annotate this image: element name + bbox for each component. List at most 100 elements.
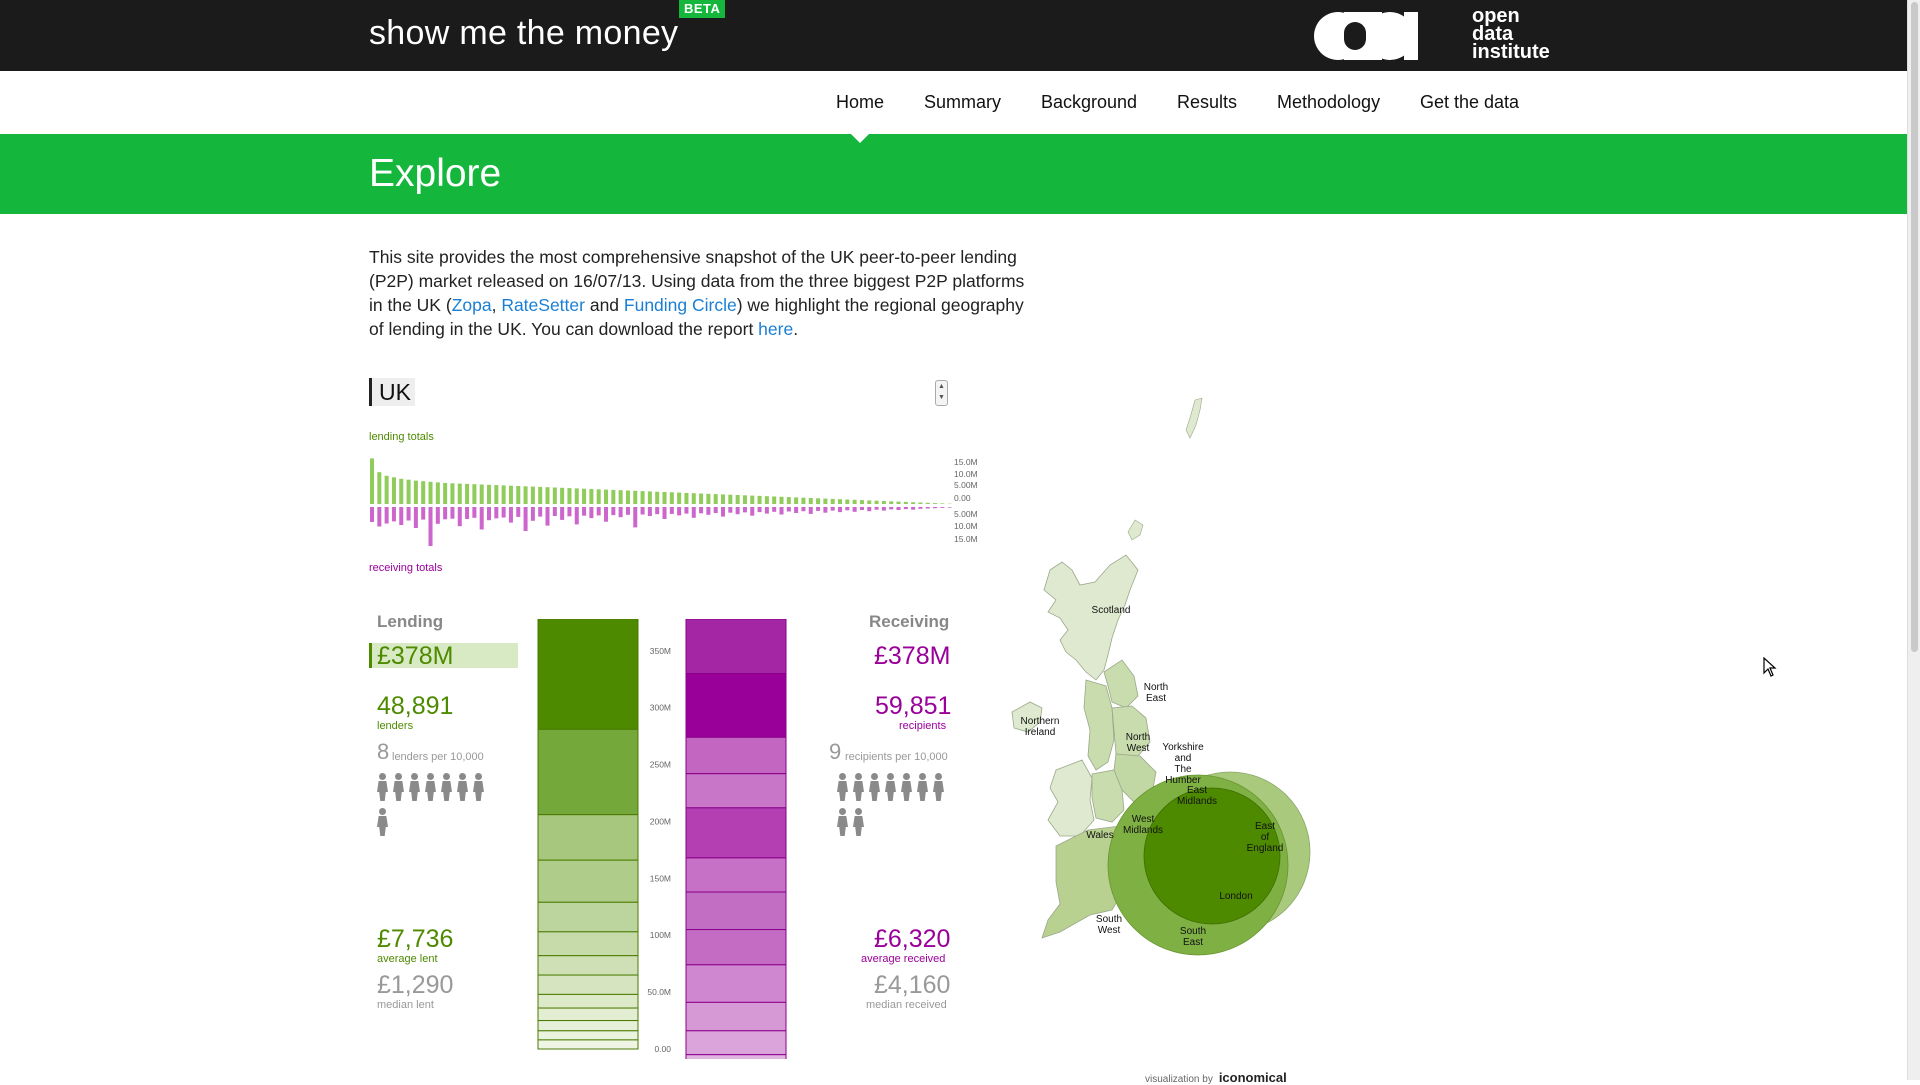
lending-spark-bar[interactable] bbox=[809, 498, 813, 504]
receiving-stack-segment[interactable] bbox=[686, 1055, 786, 1059]
receiving-spark-bar[interactable] bbox=[399, 507, 403, 525]
receiving-spark-bar[interactable] bbox=[860, 507, 864, 510]
receiving-spark-bar[interactable] bbox=[692, 507, 696, 518]
receiving-spark-bar[interactable] bbox=[582, 507, 586, 516]
lending-spark-bar[interactable] bbox=[889, 501, 893, 504]
report-download-link[interactable]: here bbox=[758, 319, 793, 339]
receiving-stack-segment[interactable] bbox=[686, 892, 786, 930]
receiving-spark-bar[interactable] bbox=[918, 507, 922, 509]
receiving-spark-bar[interactable] bbox=[611, 507, 615, 515]
receiving-spark-bar[interactable] bbox=[429, 507, 433, 546]
receiving-spark-bar[interactable] bbox=[911, 507, 915, 510]
lending-stack-segment[interactable] bbox=[538, 1031, 638, 1040]
lending-spark-bar[interactable] bbox=[780, 497, 784, 504]
lending-stack-segment[interactable] bbox=[538, 932, 638, 956]
lending-spark-bar[interactable] bbox=[641, 491, 645, 504]
lending-spark-bar[interactable] bbox=[699, 494, 703, 505]
receiving-spark-bar[interactable] bbox=[765, 507, 769, 514]
zopa-link[interactable]: Zopa bbox=[452, 295, 492, 315]
receiving-spark-bar[interactable] bbox=[494, 507, 498, 518]
receiving-spark-bar[interactable] bbox=[633, 507, 637, 527]
lending-spark-bar[interactable] bbox=[385, 476, 389, 504]
receiving-spark-bar[interactable] bbox=[575, 507, 579, 524]
lending-spark-bar[interactable] bbox=[465, 484, 469, 504]
receiving-spark-bar[interactable] bbox=[560, 507, 564, 520]
receiving-spark-bar[interactable] bbox=[684, 507, 688, 514]
receiving-spark-bar[interactable] bbox=[677, 507, 681, 515]
lending-spark-bar[interactable] bbox=[567, 488, 571, 504]
receiving-spark-bar[interactable] bbox=[758, 507, 762, 512]
lending-spark-bar[interactable] bbox=[414, 481, 418, 504]
lending-spark-bar[interactable] bbox=[772, 497, 776, 505]
receiving-spark-bar[interactable] bbox=[502, 507, 506, 518]
receiving-spark-bar[interactable] bbox=[443, 507, 447, 519]
receiving-spark-bar[interactable] bbox=[553, 507, 557, 516]
lending-spark-bar[interactable] bbox=[706, 494, 710, 504]
lending-spark-bar[interactable] bbox=[677, 493, 681, 504]
region-london[interactable] bbox=[1144, 788, 1280, 924]
receiving-spark-bar[interactable] bbox=[626, 507, 630, 515]
receiving-spark-bar[interactable] bbox=[853, 507, 857, 512]
receiving-stack-segment[interactable] bbox=[686, 774, 786, 808]
lending-spark-bar[interactable] bbox=[933, 503, 937, 504]
lending-spark-bar[interactable] bbox=[604, 490, 608, 504]
receiving-spark-bar[interactable] bbox=[392, 507, 396, 521]
receiving-spark-bar[interactable] bbox=[940, 507, 944, 508]
receiving-spark-bar[interactable] bbox=[845, 507, 849, 510]
lending-spark-bar[interactable] bbox=[597, 489, 601, 504]
page-scrollbar[interactable] bbox=[1907, 0, 1920, 1080]
receiving-spark-bar[interactable] bbox=[706, 507, 710, 515]
lending-spark-bar[interactable] bbox=[502, 485, 506, 504]
receiving-spark-bar[interactable] bbox=[663, 507, 667, 519]
lending-spark-bar[interactable] bbox=[794, 497, 798, 504]
lending-spark-bar[interactable] bbox=[531, 487, 535, 504]
site-title[interactable]: show me the money bbox=[369, 14, 678, 53]
lending-spark-bar[interactable] bbox=[494, 485, 498, 504]
lending-spark-bar[interactable] bbox=[560, 488, 564, 504]
lending-spark-bar[interactable] bbox=[670, 492, 674, 504]
lending-spark-bar[interactable] bbox=[458, 484, 462, 504]
region-wales[interactable] bbox=[1048, 760, 1094, 836]
lending-spark-bar[interactable] bbox=[546, 487, 550, 504]
scrollbar-thumb[interactable] bbox=[1911, 2, 1918, 652]
lending-stack-segment[interactable] bbox=[538, 1021, 638, 1031]
lending-spark-bar[interactable] bbox=[721, 494, 725, 504]
lending-stack-segment[interactable] bbox=[538, 1040, 638, 1049]
lending-stack-segment[interactable] bbox=[538, 815, 638, 861]
lending-spark-bar[interactable] bbox=[487, 485, 491, 504]
lending-stack-segment[interactable] bbox=[538, 729, 638, 814]
receiving-spark-bar[interactable] bbox=[531, 507, 535, 521]
receiving-spark-bar[interactable] bbox=[524, 507, 528, 531]
lending-spark-bar[interactable] bbox=[648, 491, 652, 504]
lending-spark-bar[interactable] bbox=[553, 488, 557, 505]
lending-spark-bar[interactable] bbox=[370, 458, 374, 504]
receiving-stack-segment[interactable] bbox=[686, 1002, 786, 1030]
receiving-stack-segment[interactable] bbox=[686, 930, 786, 965]
lending-spark-bar[interactable] bbox=[684, 493, 688, 504]
lending-spark-bar[interactable] bbox=[538, 487, 542, 504]
lending-spark-bar[interactable] bbox=[736, 495, 740, 504]
lending-spark-bar[interactable] bbox=[524, 486, 528, 504]
lending-spark-bar[interactable] bbox=[758, 496, 762, 504]
lending-spark-bar[interactable] bbox=[633, 491, 637, 504]
receiving-spark-bar[interactable] bbox=[487, 507, 491, 520]
receiving-spark-bar[interactable] bbox=[948, 507, 952, 508]
receiving-spark-bar[interactable] bbox=[421, 507, 425, 520]
receiving-spark-bar[interactable] bbox=[546, 507, 550, 526]
lending-spark-bar[interactable] bbox=[443, 483, 447, 504]
lending-spark-bar[interactable] bbox=[436, 482, 440, 504]
receiving-spark-bar[interactable] bbox=[882, 507, 886, 511]
receiving-spark-bar[interactable] bbox=[728, 507, 732, 513]
receiving-spark-bar[interactable] bbox=[648, 507, 652, 516]
receiving-spark-bar[interactable] bbox=[480, 507, 484, 530]
lending-spark-bar[interactable] bbox=[377, 472, 381, 504]
lending-spark-bar[interactable] bbox=[450, 483, 454, 504]
lending-spark-bar[interactable] bbox=[911, 502, 915, 504]
lending-spark-bar[interactable] bbox=[787, 497, 791, 504]
receiving-spark-bar[interactable] bbox=[619, 507, 623, 517]
lending-spark-bar[interactable] bbox=[582, 489, 586, 504]
funding-circle-link[interactable]: Funding Circle bbox=[624, 295, 737, 315]
receiving-spark-bar[interactable] bbox=[450, 507, 454, 519]
receiving-spark-bar[interactable] bbox=[597, 507, 601, 515]
lending-spark-bar[interactable] bbox=[838, 499, 842, 504]
